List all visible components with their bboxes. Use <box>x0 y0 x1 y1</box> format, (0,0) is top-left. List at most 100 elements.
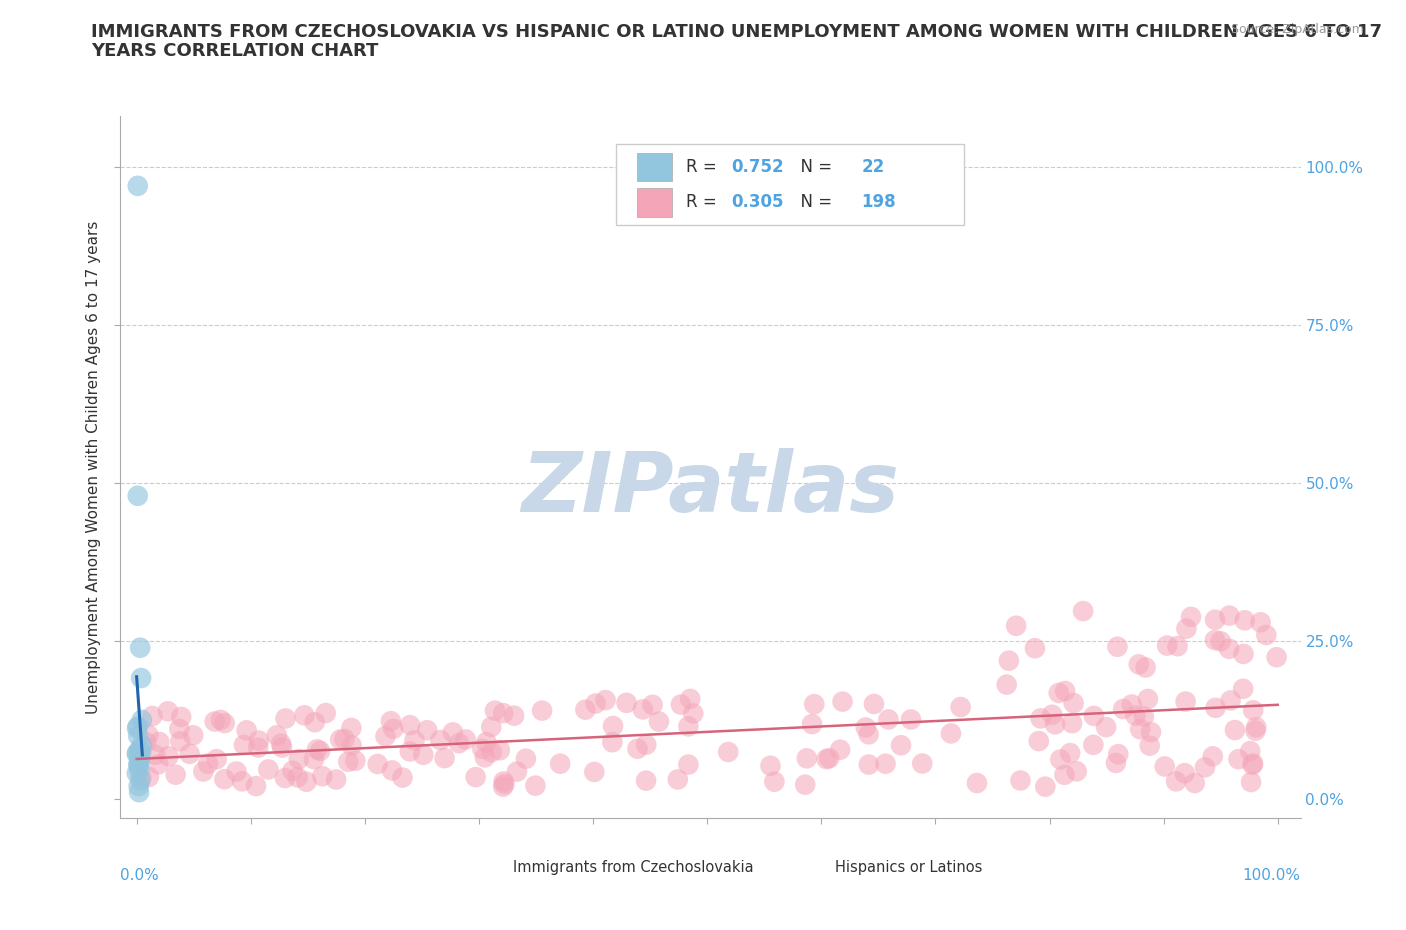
FancyBboxPatch shape <box>468 857 503 878</box>
Point <box>125 747 148 762</box>
Point <box>404 733 426 748</box>
Point <box>1265 650 1288 665</box>
Point <box>1227 751 1250 766</box>
Point <box>818 751 841 765</box>
Point <box>1156 638 1178 653</box>
Point <box>1233 613 1256 628</box>
Point <box>585 696 607 711</box>
Point <box>1194 760 1216 775</box>
Point <box>129 671 152 685</box>
Point <box>503 709 526 724</box>
Point <box>506 764 529 779</box>
Text: YEARS CORRELATION CHART: YEARS CORRELATION CHART <box>91 42 378 60</box>
Point <box>1047 685 1070 700</box>
Point <box>1167 639 1189 654</box>
Point <box>292 708 315 723</box>
Text: Immigrants from Czechoslovakia: Immigrants from Czechoslovakia <box>513 860 754 875</box>
Point <box>830 742 852 757</box>
Point <box>1164 774 1187 789</box>
Point <box>129 640 152 655</box>
Point <box>1204 632 1226 647</box>
Point <box>412 748 434 763</box>
Point <box>127 488 149 503</box>
Point <box>214 716 236 731</box>
Point <box>1053 767 1076 782</box>
Point <box>128 778 150 793</box>
Point <box>1256 628 1278 643</box>
Point <box>1063 696 1085 711</box>
Point <box>602 735 624 750</box>
Point <box>136 727 159 742</box>
Text: IMMIGRANTS FROM CZECHOSLOVAKIA VS HISPANIC OR LATINO UNEMPLOYMENT AMONG WOMEN WI: IMMIGRANTS FROM CZECHOSLOVAKIA VS HISPAN… <box>91 23 1382 41</box>
Point <box>307 742 329 757</box>
Point <box>1175 621 1198 636</box>
Point <box>763 775 786 790</box>
Point <box>441 725 464 740</box>
FancyBboxPatch shape <box>637 153 672 181</box>
Point <box>481 745 503 760</box>
Point <box>302 751 325 766</box>
Text: 22: 22 <box>862 158 884 176</box>
Point <box>340 737 363 752</box>
Point <box>1205 700 1227 715</box>
Point <box>1059 746 1081 761</box>
Text: 0.752: 0.752 <box>731 158 785 176</box>
Point <box>1202 749 1225 764</box>
Point <box>474 750 496 764</box>
Point <box>125 765 148 780</box>
Point <box>1180 609 1202 624</box>
Point <box>374 729 396 744</box>
Point <box>295 775 318 790</box>
Point <box>141 709 163 724</box>
Point <box>1083 709 1105 724</box>
Point <box>1184 776 1206 790</box>
Point <box>583 764 606 779</box>
Point <box>169 734 191 749</box>
Point <box>170 710 193 724</box>
Point <box>233 737 256 752</box>
Point <box>669 698 692 712</box>
Point <box>1112 701 1135 716</box>
Text: 0.0%: 0.0% <box>120 868 159 883</box>
Point <box>1125 708 1147 723</box>
Point <box>245 778 267 793</box>
Point <box>1129 722 1152 737</box>
Point <box>311 769 333 784</box>
Point <box>281 764 304 778</box>
Point <box>138 769 160 784</box>
Point <box>391 770 413 785</box>
Point <box>475 735 498 750</box>
Point <box>1239 744 1261 759</box>
Point <box>231 774 253 789</box>
Point <box>1024 641 1046 656</box>
Point <box>156 704 179 719</box>
Text: R =: R = <box>686 158 723 176</box>
Point <box>1054 684 1077 698</box>
Point <box>127 757 149 772</box>
Point <box>1010 773 1032 788</box>
Point <box>128 742 150 757</box>
Text: N =: N = <box>790 158 838 176</box>
Point <box>1062 716 1084 731</box>
Point <box>1204 612 1226 627</box>
Point <box>858 727 880 742</box>
Point <box>858 757 880 772</box>
Point <box>602 719 624 734</box>
Point <box>863 697 886 711</box>
Point <box>1223 723 1246 737</box>
Point <box>1241 703 1264 718</box>
Point <box>796 751 818 765</box>
Point <box>129 751 152 766</box>
Point <box>494 777 516 791</box>
Point <box>247 740 270 755</box>
Point <box>333 732 356 747</box>
Point <box>794 777 817 792</box>
Point <box>380 713 402 728</box>
Point <box>304 715 326 730</box>
Point <box>309 743 332 758</box>
Point <box>471 741 494 756</box>
Point <box>1066 764 1088 778</box>
Point <box>235 723 257 737</box>
Point <box>1029 711 1052 725</box>
Point <box>492 706 515 721</box>
